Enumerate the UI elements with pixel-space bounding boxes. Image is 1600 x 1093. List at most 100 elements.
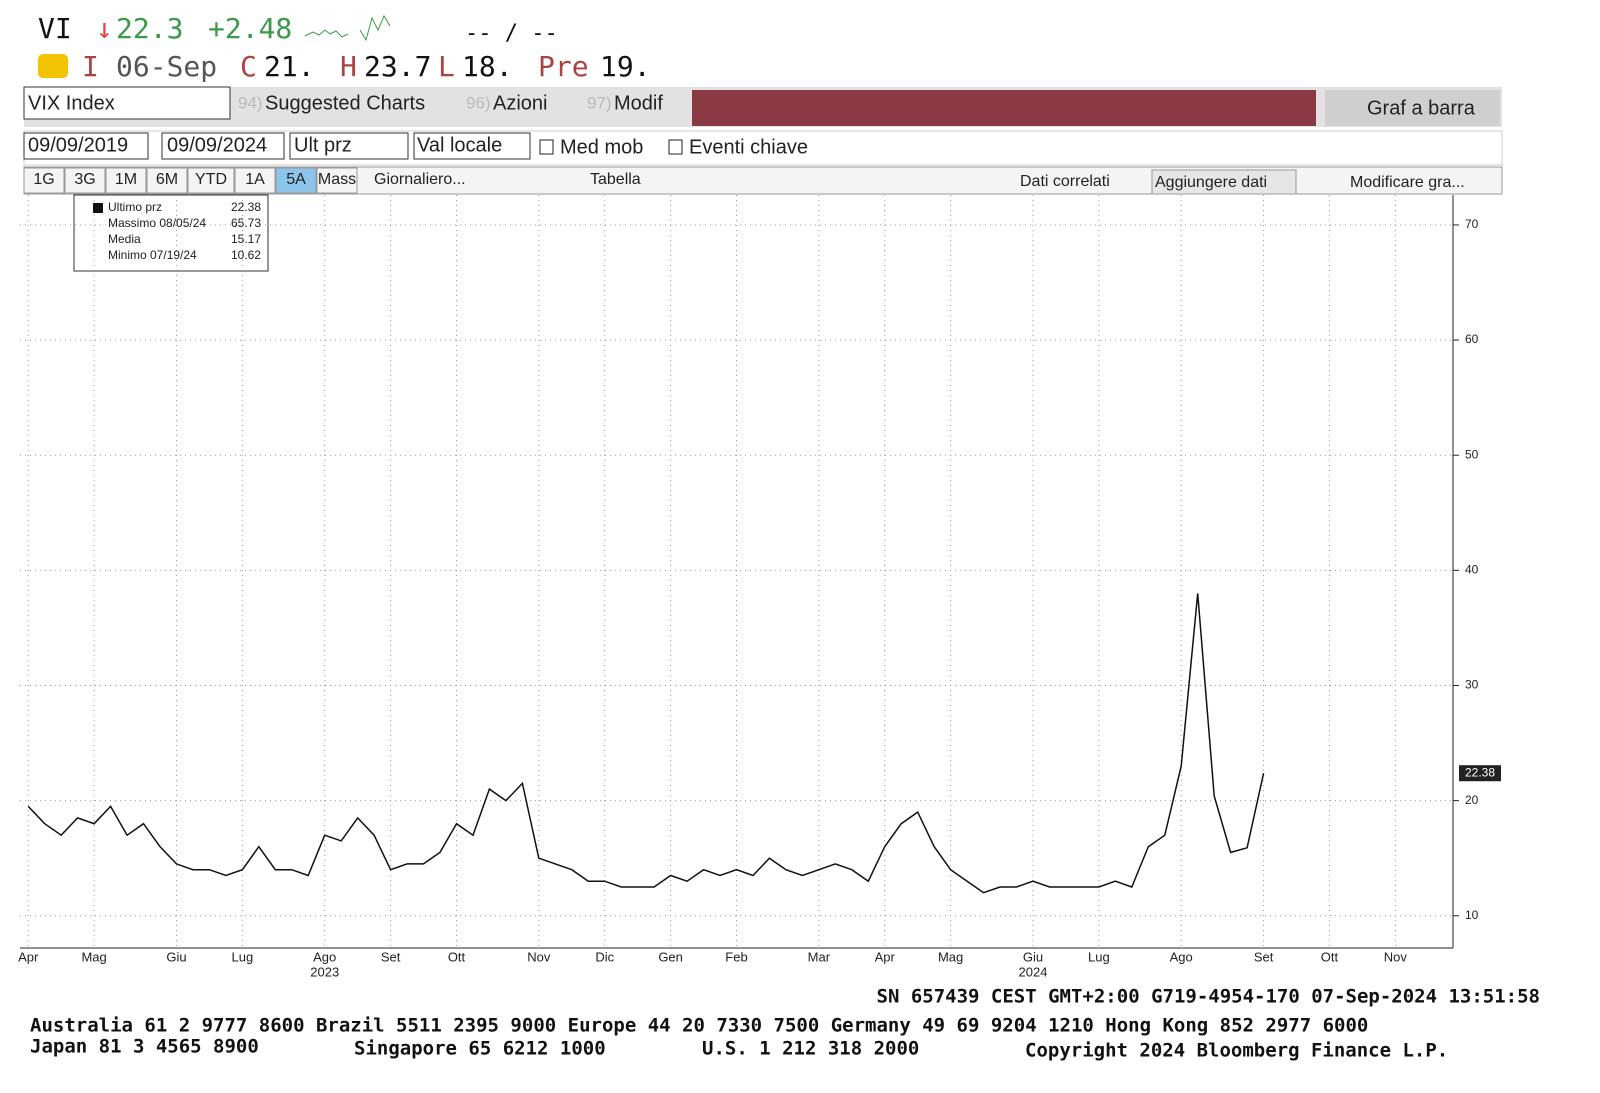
period-label: 1A bbox=[245, 171, 265, 188]
x-tick-label: Dic bbox=[595, 949, 614, 964]
x-tick-label: Apr bbox=[875, 949, 896, 964]
menu[interactable]: Azioni bbox=[493, 92, 547, 114]
stat-label: Ultimo prz bbox=[108, 200, 162, 214]
last-value-tag bbox=[1459, 765, 1501, 782]
period-label: 3G bbox=[74, 171, 95, 188]
last: 22.3 bbox=[116, 12, 183, 45]
footer-line: Japan 81 3 4565 8900 bbox=[30, 1036, 259, 1058]
period-button[interactable] bbox=[146, 167, 188, 194]
x-year-label: 2024 bbox=[1019, 964, 1048, 979]
close-label: C bbox=[240, 50, 257, 83]
period-label: 1M bbox=[115, 171, 137, 188]
start-date-box[interactable] bbox=[23, 132, 149, 160]
y-tick-label: 30 bbox=[1465, 678, 1479, 692]
x-tick-label: Giu bbox=[166, 949, 186, 964]
date: 06-Sep bbox=[116, 50, 217, 83]
x-tick-label: Mag bbox=[81, 949, 106, 964]
y-tick-label: 50 bbox=[1465, 447, 1479, 461]
x-tick-label: Lug bbox=[232, 949, 254, 964]
field-box[interactable] bbox=[289, 132, 409, 160]
chart-type-button[interactable] bbox=[1325, 90, 1500, 126]
legend-swatch bbox=[93, 203, 103, 213]
checkbox[interactable] bbox=[668, 139, 683, 155]
y-tick-label: 20 bbox=[1465, 793, 1479, 807]
check-label: Eventi chiave bbox=[689, 136, 808, 158]
period-button[interactable] bbox=[234, 167, 276, 194]
stat-value: 15.17 bbox=[231, 232, 261, 246]
start-date: 09/09/2019 bbox=[28, 134, 128, 156]
series-line bbox=[27, 593, 1265, 894]
banner bbox=[692, 90, 1316, 126]
table-button[interactable]: Tabella bbox=[590, 171, 641, 188]
pre: 19. bbox=[600, 50, 651, 83]
x-tick-label: Lug bbox=[1088, 949, 1110, 964]
stat-label: Massimo 08/05/24 bbox=[108, 216, 206, 230]
session: SN 657439 CEST GMT+2:00 G719-4954-170 07… bbox=[877, 986, 1540, 1008]
related-button[interactable]: Dati correlati bbox=[1020, 173, 1110, 190]
frequency[interactable]: Giornaliero... bbox=[374, 171, 466, 188]
currency-box[interactable] bbox=[413, 132, 531, 160]
x-tick-label: Ago bbox=[313, 949, 336, 964]
y-tick-label: 70 bbox=[1465, 217, 1479, 231]
end-date-box[interactable] bbox=[161, 132, 285, 160]
x-tick-label: Apr bbox=[18, 949, 39, 964]
checkbox[interactable] bbox=[539, 139, 554, 155]
ticker: VIX Index bbox=[28, 92, 115, 114]
x-tick-label: Gen bbox=[658, 949, 683, 964]
ticker-box[interactable] bbox=[23, 86, 231, 120]
symbol: VI bbox=[38, 12, 72, 45]
x-tick-label: Mag bbox=[938, 949, 963, 964]
x-tick-label: Ago bbox=[1170, 949, 1193, 964]
period-label: 6M bbox=[156, 171, 178, 188]
x-tick-label: Set bbox=[381, 949, 401, 964]
gauge-icon bbox=[38, 54, 68, 78]
menu[interactable]: Modif bbox=[614, 92, 663, 114]
period-button[interactable] bbox=[105, 167, 147, 194]
menu-num: 96) bbox=[466, 93, 491, 112]
x-tick-label: Nov bbox=[527, 949, 551, 964]
period-label: Mass bbox=[318, 171, 356, 188]
stat-label: Media bbox=[108, 232, 141, 246]
last-value-label: 22.38 bbox=[1465, 765, 1495, 779]
period-button[interactable] bbox=[275, 167, 317, 194]
sparkline bbox=[304, 14, 391, 42]
footer-line: Singapore 65 6212 1000 bbox=[354, 1038, 606, 1060]
low-label: L bbox=[438, 50, 455, 83]
menu[interactable]: Suggested Charts bbox=[265, 92, 425, 114]
menu-num: 94) bbox=[238, 93, 263, 112]
down-arrow: ↓ bbox=[96, 12, 113, 45]
x-tick-label: Feb bbox=[725, 949, 747, 964]
period-label: YTD bbox=[195, 171, 227, 188]
stat-label: Minimo 07/19/24 bbox=[108, 248, 197, 262]
footer-line: U.S. 1 212 318 2000 bbox=[702, 1038, 919, 1060]
menu-num: 97) bbox=[587, 93, 612, 112]
low: 18. bbox=[462, 50, 513, 83]
stat-value: 65.73 bbox=[231, 216, 261, 230]
close: 21. bbox=[264, 50, 315, 83]
chart-type: Graf a barra bbox=[1367, 97, 1476, 119]
period-label: 1G bbox=[33, 171, 54, 188]
bid-ask: -- / -- bbox=[465, 21, 558, 46]
high-label: H bbox=[340, 50, 357, 83]
x-tick-label: Giu bbox=[1023, 949, 1043, 964]
period-label: 5A bbox=[286, 171, 306, 188]
add-data-box[interactable] bbox=[1151, 169, 1297, 195]
period-button[interactable] bbox=[187, 167, 235, 194]
field: Ult prz bbox=[294, 134, 352, 156]
period-button[interactable] bbox=[64, 167, 106, 194]
y-tick-label: 60 bbox=[1465, 332, 1479, 346]
period-button[interactable] bbox=[23, 167, 65, 194]
edit-button[interactable]: Modificare gra... bbox=[1350, 174, 1465, 191]
type: I bbox=[82, 50, 99, 83]
period-button[interactable] bbox=[316, 167, 358, 194]
x-tick-label: Mar bbox=[808, 949, 831, 964]
footer-line: Australia 61 2 9777 8600 Brazil 5511 239… bbox=[30, 1015, 1368, 1037]
check-label: Med mob bbox=[560, 136, 643, 158]
stat-value: 22.38 bbox=[231, 200, 261, 214]
x-tick-label: Nov bbox=[1384, 949, 1408, 964]
currency: Val locale bbox=[417, 134, 502, 156]
high: 23.7 bbox=[364, 50, 431, 83]
x-year-label: 2023 bbox=[310, 964, 339, 979]
